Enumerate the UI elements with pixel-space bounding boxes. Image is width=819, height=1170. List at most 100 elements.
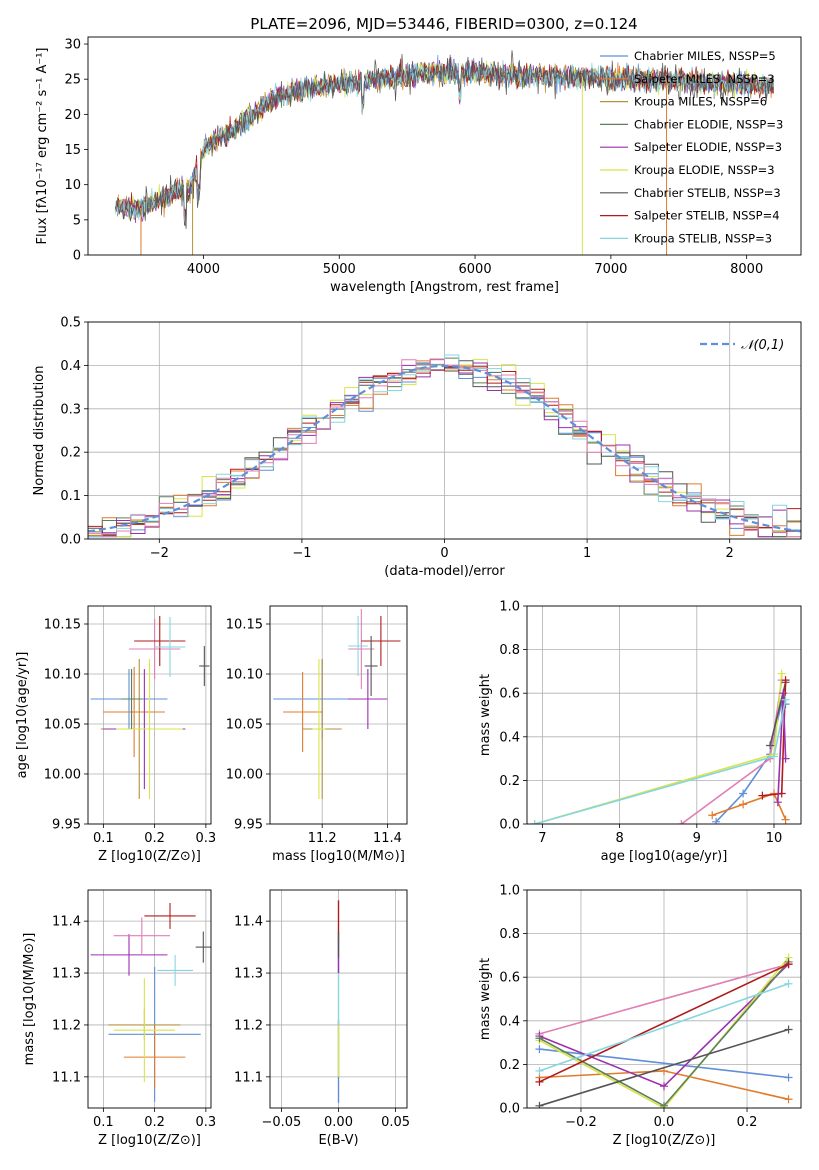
tick-label-x: 7 [538,831,546,846]
tick-label-y: 11.2 [52,1018,81,1033]
legend-label: Kroupa MILES, NSSP=6 [634,95,767,109]
tick-label-x: 8 [615,831,623,846]
series-marker [784,1025,793,1034]
tick-label-y: 20 [64,108,81,123]
legend-label: Salpeter ELODIE, NSSP=3 [634,140,782,154]
tick-label-y: 0.3 [60,402,81,417]
tick-label-x: −1 [292,546,311,561]
age-vs-z-points [90,616,210,799]
series-marker [535,1101,544,1108]
series-line [539,982,789,1072]
legend-label: Kroupa STELIB, NSSP=3 [634,231,772,245]
tick-label-y: 11.3 [52,967,81,982]
residuals-ylabel: Normed distribution [32,366,47,496]
tick-label-x: −0.2 [565,1115,597,1130]
tick-label-y: 0.4 [499,730,520,745]
legend-label: Chabrier ELODIE, NSSP=3 [634,117,783,131]
series-marker [758,791,767,800]
legend-label: Chabrier STELIB, NSSP=3 [634,186,781,200]
mass-vs-ebv-xlabel: E(B-V) [318,1133,358,1148]
weight-vs-z-axes: −0.2 0.0 0.2 0.0 0.2 0.4 0.6 0.8 1.0 [499,884,801,1130]
series-marker [535,1066,544,1075]
series-marker [535,1077,544,1086]
tick-label-x: 0.1 [93,1115,114,1130]
tick-label-y: 0.0 [60,533,81,548]
tick-label-y: 11.3 [234,967,263,982]
legend-label: Chabrier MILES, NSSP=5 [634,49,776,63]
series-marker [535,1034,544,1043]
series-line [539,1048,789,1079]
spectrum-chabrier_stelib [114,50,774,230]
series-marker [784,1095,793,1104]
age-vs-z-xlabel: Z [log10(Z/Z⊙)] [98,849,201,864]
weight-vs-age-ylabel: mass weight [478,674,493,756]
tick-label-y: 11.4 [234,915,263,930]
tick-label-y: 9.95 [52,818,81,833]
legend-label: 𝒩(0,1) [741,338,784,353]
mass-vs-z-axes: 0.1 0.2 0.3 11.1 11.2 11.3 11.4 [52,890,216,1130]
mass-vs-z-points [90,902,211,1102]
tick-label-y: 0.2 [60,446,81,461]
tick-label-y: 25 [64,73,81,88]
series-marker [781,754,790,763]
tick-label-y: 1.0 [499,600,520,615]
age-vs-mass-axes: 11.2 11.4 9.95 10.00 10.05 10.10 10.15 [226,606,407,846]
tick-label-x: 0.05 [381,1115,410,1130]
tick-label-y: 11.2 [234,1018,263,1033]
series-line [539,963,789,1035]
tick-label-y: 10.00 [44,768,81,783]
series-marker [784,960,793,969]
series-marker [781,695,790,704]
age-vs-mass-frame [269,605,408,825]
tick-label-y: 10.10 [44,668,81,683]
tick-label-x: 1 [583,546,591,561]
tick-label-y: 0.0 [499,1102,520,1117]
weight-vs-z-ylabel: mass weight [478,958,493,1040]
tick-label-y: 5 [73,213,81,228]
tick-label-y: 10.05 [226,718,263,733]
tick-label-y: 10.15 [44,618,81,633]
histogram-lines [88,354,801,538]
tick-label-x: 2 [726,546,734,561]
tick-label-x: 6000 [459,262,492,277]
series-marker [708,811,717,820]
series-marker [660,1101,668,1108]
age-vs-z-ylabel: age [log10(age/yr)] [15,652,30,779]
tick-label-y: 0.5 [60,316,81,331]
weight-vs-z-series [535,953,793,1108]
spectrum-axes: 4000 5000 6000 7000 8000 0 5 10 15 20 25 30 [64,38,763,277]
series-marker [660,1082,668,1091]
residuals-frame [87,321,802,540]
tick-label-x: 11.2 [308,831,337,846]
series-marker [530,820,539,824]
weight-vs-z-frame [526,889,802,1109]
histogram-salpeter_stelib [88,366,801,537]
mass-vs-z-ylabel: mass [log10(M/M⊙)] [22,933,37,1066]
tick-label-x: −0.05 [261,1115,301,1130]
tick-label-x: 0.0 [654,1115,675,1130]
series-line [534,673,783,824]
series-marker [781,676,790,685]
tick-label-x: −2 [150,546,169,561]
tick-label-y: 10 [64,178,81,193]
residuals-axes: −2 −1 0 1 2 0.0 0.1 0.2 0.3 0.4 0.5 [60,316,801,561]
tick-label-y: 0.2 [499,774,520,789]
legend-label: Salpeter MILES, NSSP=3 [634,72,775,86]
series-marker [784,979,793,988]
tick-label-x: 7000 [594,262,627,277]
tick-label-x: 0.3 [196,831,217,846]
tick-label-y: 11.1 [234,1070,263,1085]
weight-vs-age-axes: 7 8 9 10 0.0 0.2 0.4 0.6 0.8 1.0 [499,600,801,846]
tick-label-y: 0.2 [499,1058,520,1073]
tick-label-y: 11.4 [52,915,81,930]
tick-label-y: 15 [64,143,81,158]
series-marker [781,815,790,824]
tick-label-y: 0.6 [499,971,520,986]
tick-label-y: 0.4 [60,359,81,374]
legend-label: Salpeter STELIB, NSSP=4 [634,209,780,223]
tick-label-y: 9.95 [234,818,263,833]
series-marker [739,789,748,798]
age-vs-z-axes: 0.1 0.2 0.3 9.95 10.00 10.05 10.10 10.15 [44,606,216,846]
series-marker [773,798,782,807]
series-marker [766,741,775,750]
